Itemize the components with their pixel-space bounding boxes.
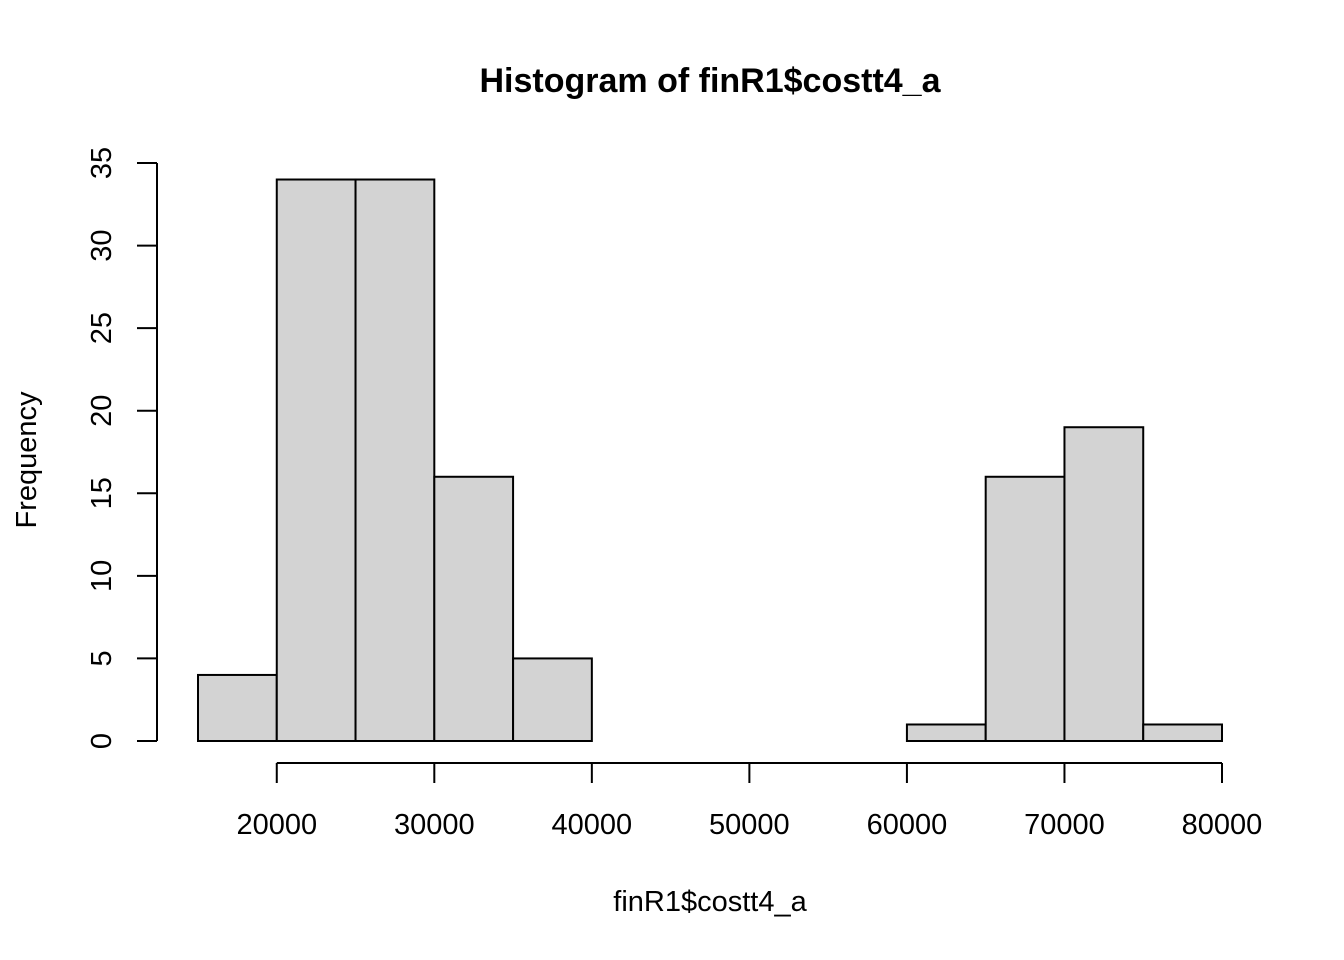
y-tick-label: 0	[86, 733, 118, 749]
x-tick-label: 30000	[394, 809, 475, 841]
histogram-bar	[354, 178, 436, 742]
y-axis-label: Frequency	[11, 391, 43, 529]
y-tick-label: 15	[86, 477, 118, 509]
x-tick-label: 70000	[1024, 809, 1105, 841]
histogram-bar	[512, 657, 593, 743]
histogram-bar	[984, 475, 1066, 742]
y-tick-label: 5	[86, 650, 118, 666]
histogram-bar	[1142, 723, 1223, 743]
x-tick-label: 80000	[1182, 809, 1263, 841]
histogram-bar	[197, 673, 278, 743]
bars-group	[197, 178, 1223, 743]
x-axis: 20000 30000 40000 50000 60000 70000 80000	[236, 762, 1263, 841]
histogram-bar	[905, 723, 987, 743]
histogram-bar	[433, 475, 515, 742]
x-tick-label: 50000	[709, 809, 790, 841]
histogram-bar	[1063, 426, 1145, 742]
histogram-bar	[275, 178, 357, 742]
x-tick-label: 40000	[552, 809, 633, 841]
x-tick-label: 20000	[236, 809, 317, 841]
y-tick-label: 30	[86, 229, 118, 261]
chart-title: Histogram of finR1$costt4_a	[480, 62, 942, 100]
x-tick-label: 60000	[867, 809, 948, 841]
y-tick-label: 25	[86, 312, 118, 344]
y-tick-label: 20	[86, 395, 118, 427]
y-tick-label: 35	[86, 147, 118, 179]
x-axis-label: finR1$costt4_a	[613, 886, 807, 918]
y-axis: 0 5 10 15 20 25 30 35	[86, 147, 158, 749]
y-tick-label: 10	[86, 560, 118, 592]
